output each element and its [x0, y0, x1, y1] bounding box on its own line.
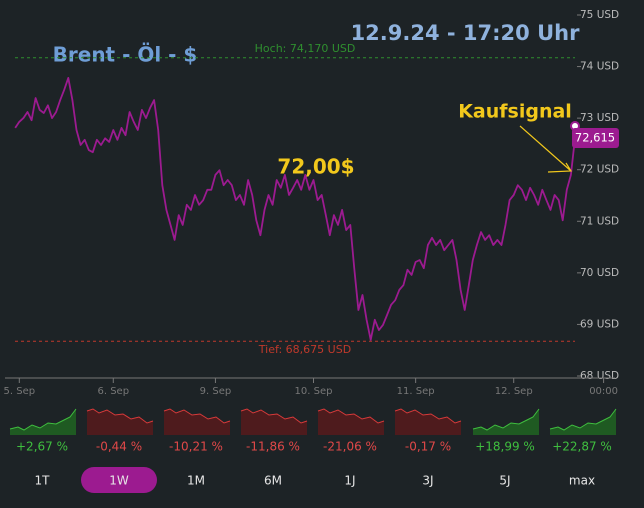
performance-label: -11,86 % [246, 440, 300, 454]
y-tick-label: 73 USD [580, 112, 619, 124]
sparkline [9, 408, 77, 435]
x-tick-label: 00:00 [589, 386, 618, 397]
x-tick-label: 12. Sep [495, 386, 533, 397]
chart-title: Brent - Öl - $ [53, 43, 198, 67]
x-tick-label: 11. Sep [397, 386, 435, 397]
y-tick-label: 75 USD [580, 9, 619, 21]
last-value-label: 72,615 [575, 130, 615, 144]
sparkline [394, 408, 462, 435]
timeframe-tab[interactable]: max [569, 474, 595, 488]
performance-label: +22,87 % [552, 440, 612, 454]
performance-label: -0,17 % [405, 440, 451, 454]
tab-label: max [569, 474, 595, 488]
tab-label: 1W [109, 474, 129, 488]
tab-label: 1T [35, 474, 51, 488]
price-line [14, 77, 576, 341]
performance-label: -0,44 % [96, 440, 142, 454]
sparkline [549, 408, 617, 435]
reference-label: Hoch: 74,170 USD [255, 42, 356, 55]
annotation: Kaufsignal [458, 101, 572, 123]
timeframe-tab[interactable]: 1T [35, 474, 51, 488]
tab-label: 5J [499, 474, 510, 488]
y-tick-label: 72 USD [580, 164, 619, 176]
tab-active-bg [81, 467, 157, 493]
chart-subtitle: 12.9.24 - 17:20 Uhr [351, 21, 581, 45]
timeframe-tab[interactable]: 1J [344, 474, 355, 488]
annotation: 72,00$ [277, 155, 354, 179]
y-tick-label: 71 USD [580, 215, 619, 227]
x-tick-label: 6. Sep [97, 386, 129, 397]
performance-label: +18,99 % [475, 440, 535, 454]
tab-label: 1M [187, 474, 205, 488]
timeframe-tab[interactable]: 3J [422, 474, 433, 488]
x-tick-label: 10. Sep [295, 386, 333, 397]
y-tick-label: 70 USD [580, 267, 619, 279]
timeframe-tab[interactable]: 1W [81, 467, 157, 493]
annotation-arrow [519, 125, 573, 173]
sparkline [317, 408, 385, 435]
sparkline [240, 408, 308, 435]
sparkline [163, 408, 231, 435]
sparkline [86, 408, 154, 435]
last-value-badge [572, 127, 619, 148]
x-tick-label: 9. Sep [200, 386, 232, 397]
sparklines [9, 408, 617, 435]
y-tick-label: 68 USD [580, 370, 619, 382]
tab-label: 6M [264, 474, 282, 488]
tab-label: 3J [422, 474, 433, 488]
sparkline [472, 408, 540, 435]
y-tick-label: 74 USD [580, 61, 619, 73]
x-tick-label: 5. Sep [4, 386, 36, 397]
performance-label: +2,67 % [16, 440, 68, 454]
performance-label: -10,21 % [169, 440, 223, 454]
reference-label: Tief: 68,675 USD [258, 343, 351, 356]
tab-label: 1J [344, 474, 355, 488]
timeframe-tab[interactable]: 5J [499, 474, 510, 488]
timeframe-tab[interactable]: 6M [264, 474, 282, 488]
performance-label: -21,06 % [323, 440, 377, 454]
y-tick-label: 69 USD [580, 318, 619, 330]
timeframe-tab[interactable]: 1M [187, 474, 205, 488]
